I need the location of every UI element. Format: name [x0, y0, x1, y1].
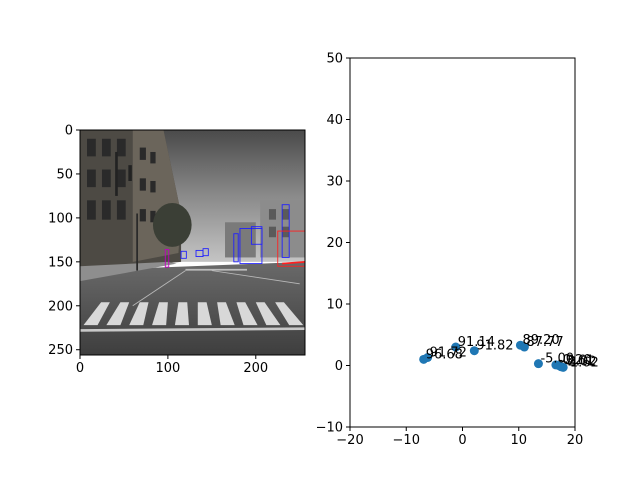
scatter-point-label: 91.14: [458, 335, 495, 350]
scatter-y-tick-label: −10: [316, 421, 343, 436]
image-y-tick-label: 50: [56, 167, 73, 182]
image-x-tick-label: 200: [243, 361, 268, 376]
scatter-y-ticks: −10 0 10 20 30 40 50: [316, 52, 350, 436]
scatter-points: [419, 340, 568, 372]
image-x-tick-label: 100: [155, 361, 180, 376]
image-y-tick-label: 200: [48, 299, 73, 314]
image-y-tick-label: 0: [65, 124, 73, 139]
scatter-x-tick-label: 0: [458, 433, 466, 448]
scatter-y-tick-label: 50: [326, 52, 343, 67]
image-y-tick-label: 150: [48, 255, 73, 270]
camera-image-panel: 0 100 200 0 50 100 150 200 250: [48, 124, 306, 376]
scatter-point-label: 87.77: [526, 335, 563, 350]
scatter-y-tick-label: 30: [326, 175, 343, 190]
scatter-point: [519, 342, 529, 352]
scatter-point-label: -0.20: [558, 353, 592, 368]
image-y-tick-label: 250: [48, 343, 73, 358]
scatter-x-tick-label: −10: [393, 433, 420, 448]
scatter-point: [558, 362, 568, 372]
tree: [152, 202, 192, 247]
road: [80, 261, 305, 355]
image-x-ticks: 0 100 200: [76, 355, 268, 376]
scatter-y-tick-label: 40: [326, 113, 343, 128]
crosswalk: [83, 302, 304, 326]
scatter-x-ticks: −20 −10 0 10 20: [336, 427, 583, 448]
scatter-y-tick-label: 20: [326, 236, 343, 251]
scatter-x-tick-label: 20: [567, 433, 584, 448]
scatter-point: [423, 353, 433, 363]
scatter-point-label: -3.61: [561, 354, 595, 369]
sidewalk: [80, 261, 177, 282]
scatter-point: [451, 342, 461, 352]
scatter-point-label: 91.82: [476, 339, 513, 354]
scatter-point-label: 89.20: [522, 333, 559, 348]
scatter-point-label: -2.02: [563, 355, 597, 370]
scatter-x-tick-label: −20: [336, 433, 363, 448]
image-x-tick-label: 0: [76, 361, 84, 376]
scatter-point-label: 91.72: [430, 346, 467, 361]
image-axes-frame: [79, 129, 306, 356]
scatter-y-tick-label: 0: [335, 359, 343, 374]
scatter-y-tick-label: 10: [326, 298, 343, 313]
scatter-point: [533, 359, 543, 369]
image-y-tick-label: 100: [48, 211, 73, 226]
camera-image: [80, 130, 305, 355]
scatter-axes-frame: [349, 57, 576, 428]
scatter-point: [469, 346, 479, 356]
image-y-ticks: 0 50 100 150 200 250: [48, 124, 80, 358]
scatter-x-tick-label: 10: [510, 433, 527, 448]
building-windows: [87, 138, 156, 223]
scatter-point-label: -1.62: [565, 355, 599, 370]
scatter-point-label: -5.00: [540, 352, 574, 367]
scatter-point-label: 96.68: [426, 347, 463, 362]
detection-boxes: [164, 204, 305, 268]
